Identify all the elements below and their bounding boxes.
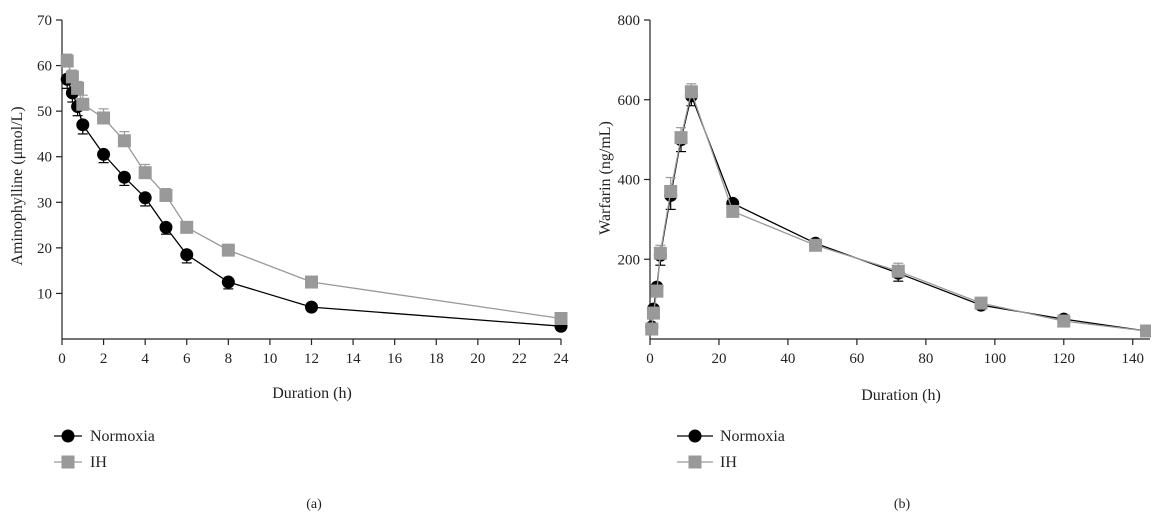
chart-b-x-tick-label: 120 [1053,351,1076,367]
chart-a-x-tick-label: 6 [183,351,191,367]
chart-a-y-tick-label: 30 [37,195,52,211]
chart-b-point-ih [891,264,905,278]
chart-a-point-ih [76,97,90,111]
chart-a-point-normoxia [221,275,235,289]
chart-a-point-ih [97,111,111,125]
chart-b-x-tick-label: 60 [849,351,864,367]
chart-b-point-ih [974,296,988,310]
legend-marker-ih [61,455,75,469]
legend-label-ih: IH [720,454,737,471]
chart-a-point-ih [180,220,194,234]
chart-a-point-ih [221,243,235,257]
legend-label-normoxia: Normoxia [720,428,785,445]
chart-a-y-tick-label: 10 [37,286,52,302]
chart-a-x-tick-label: 0 [58,351,66,367]
chart-a-legend: Normoxia IH [54,428,155,471]
chart-a-x-tick-label: 20 [470,351,485,367]
chart-a-y-tick-label: 40 [37,150,52,166]
chart-a-y-tick-label: 50 [37,104,52,120]
chart-b-y-tick-label: 400 [618,173,641,189]
chart-panel-a: Aminophylline (μmol/L) Duration (h) Norm… [9,13,569,512]
chart-b-y-axis-label: Warfarin (ng/mL) [597,121,614,235]
chart-a-point-normoxia [76,118,90,132]
chart-a-point-ih [138,166,152,180]
legend-marker-ih [688,455,702,469]
legend-item-normoxia: Normoxia [677,428,785,445]
chart-a-y-tick-label: 70 [37,13,52,29]
chart-b-point-ih [653,246,667,260]
chart-b-x-tick-label: 140 [1122,351,1145,367]
chart-a-point-ih [60,54,74,68]
chart-a-y-axis-label: Aminophylline (μmol/L) [9,106,26,265]
chart-b-point-ih [650,284,664,298]
chart-a-x-tick-label: 24 [554,351,570,367]
chart-b-x-tick-label: 80 [918,351,933,367]
chart-b-x-tick-label: 20 [711,351,726,367]
chart-a-x-tick-label: 16 [387,351,403,367]
chart-b-point-ih [674,131,688,145]
chart-b-series-line-ih [651,89,1147,332]
chart-a-point-ih [159,188,173,202]
chart-a-x-tick-label: 14 [346,351,362,367]
chart-b-point-ih [1057,314,1071,328]
chart-b-point-ih [684,85,698,99]
chart-b-x-tick-label: 40 [780,351,795,367]
chart-a-y-tick-label: 60 [37,59,52,75]
chart-a-x-tick-label: 2 [100,351,108,367]
chart-a-point-ih [71,81,85,95]
chart-b-series-line-normoxia [651,93,1147,332]
chart-a-y-tick-label: 20 [37,241,52,257]
chart-a-x-tick-label: 4 [141,351,149,367]
chart-b-point-ih [664,184,678,198]
chart-a-x-tick-label: 8 [225,351,233,367]
chart-b-x-tick-label: 0 [646,351,654,367]
chart-a-x-tick-label: 12 [304,351,319,367]
chart-a-x-tick-label: 10 [262,351,277,367]
chart-a-point-normoxia [159,220,173,234]
chart-b-legend: Normoxia IH [677,428,785,471]
chart-b-point-ih [645,322,659,336]
chart-b-point-ih [726,204,740,218]
chart-a-point-normoxia [117,170,131,184]
chart-b-panel-label: (b) [894,497,911,512]
chart-b-x-tick-label: 100 [984,351,1007,367]
chart-a-panel-label: (a) [306,497,322,512]
chart-b-point-ih [1140,324,1151,338]
chart-b-point-ih [809,238,823,252]
chart-a-series-normoxia [60,72,568,333]
chart-b-series-ih [645,83,1151,338]
legend-label-normoxia: Normoxia [90,428,155,445]
chart-b-series-normoxia [645,89,1151,338]
chart-a-x-tick-label: 18 [429,351,444,367]
chart-a-point-ih [554,311,568,325]
legend-label-ih: IH [90,454,107,471]
chart-b-y-tick-label: 800 [618,13,641,29]
chart-a-point-ih [65,70,79,84]
chart-a-point-normoxia [180,248,194,262]
legend-marker-normoxia [61,429,75,443]
chart-a-point-ih [117,134,131,148]
chart-b-y-tick-label: 200 [618,252,641,268]
chart-a-point-normoxia [97,147,111,161]
legend-item-ih: IH [54,454,107,471]
legend-item-ih: IH [677,454,737,471]
chart-a-point-normoxia [138,191,152,205]
chart-a-point-normoxia [305,300,318,314]
legend-item-normoxia: Normoxia [54,428,155,445]
chart-panel-b: Warfarin (ng/mL) Duration (h) Normoxia I… [597,13,1151,512]
chart-b-x-axis-label: Duration (h) [861,387,941,404]
chart-b-y-tick-label: 600 [618,93,641,109]
chart-a-x-tick-label: 22 [512,351,527,367]
chart-a-x-axis-label: Duration (h) [272,385,352,402]
chart-a-series-ih [60,53,568,325]
legend-marker-normoxia [688,429,702,443]
chart-b-point-ih [646,306,660,320]
chart-a-point-ih [305,275,318,289]
